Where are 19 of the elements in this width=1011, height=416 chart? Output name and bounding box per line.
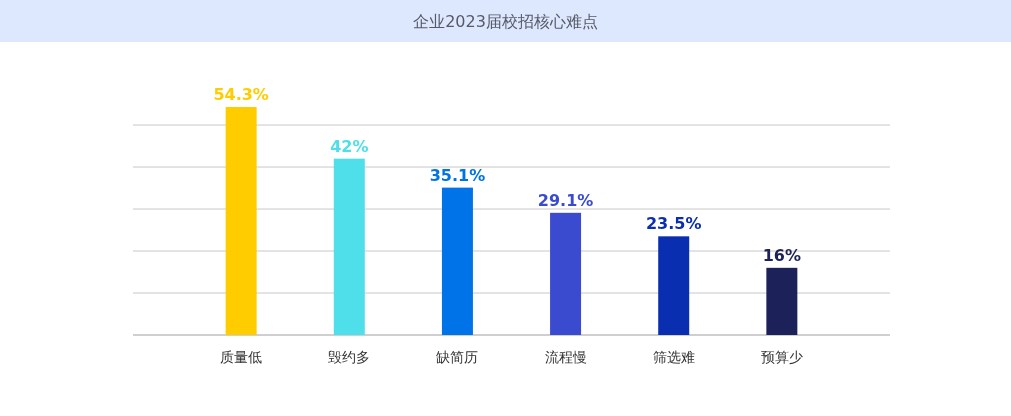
bar (441, 187, 473, 335)
x-tick-label: 预算少 (760, 349, 803, 365)
data-label: 42% (330, 136, 369, 156)
data-label: 16% (762, 245, 802, 265)
data-label: 29.1% (537, 190, 594, 210)
data-label: 54.3% (213, 85, 269, 104)
bar (658, 236, 690, 335)
x-tick-label: 缺简历 (436, 349, 479, 365)
x-tick-label: 筛选难 (652, 349, 695, 365)
bar (766, 267, 798, 335)
x-tick-label: 质量低 (220, 349, 263, 365)
x-tick-label: 毁约多 (328, 349, 371, 365)
bar (333, 158, 365, 335)
chart-title: 企业2023届校招核心难点 (413, 12, 598, 31)
data-label: 35.1% (429, 165, 486, 185)
data-label: 23.5% (645, 214, 702, 234)
bar (550, 212, 582, 335)
x-tick-label: 流程慢 (544, 349, 587, 365)
bar (225, 107, 257, 335)
